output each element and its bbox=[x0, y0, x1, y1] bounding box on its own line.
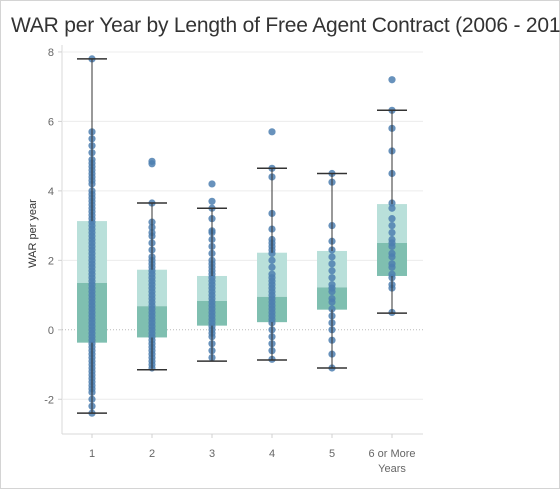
y-tick-label: -2 bbox=[44, 394, 54, 406]
data-point bbox=[328, 298, 336, 306]
data-point bbox=[328, 287, 336, 296]
data-point bbox=[388, 228, 396, 237]
data-point bbox=[388, 253, 396, 261]
data-point bbox=[328, 274, 336, 282]
data-point bbox=[388, 76, 396, 84]
data-point bbox=[328, 260, 336, 268]
data-point bbox=[268, 128, 276, 136]
data-point bbox=[208, 180, 216, 188]
data-point bbox=[148, 160, 156, 168]
data-point bbox=[268, 263, 276, 271]
y-tick-label: 2 bbox=[48, 255, 54, 267]
y-tick-label: 8 bbox=[48, 47, 54, 59]
data-point bbox=[208, 197, 216, 205]
data-point bbox=[328, 305, 336, 313]
x-tick-label: 2 bbox=[149, 448, 155, 460]
data-point bbox=[268, 256, 276, 264]
data-point bbox=[328, 267, 336, 275]
x-tick-label: 5 bbox=[329, 448, 335, 460]
x-tick-label: 3 bbox=[209, 448, 215, 460]
data-point bbox=[268, 249, 276, 257]
y-tick-label: 6 bbox=[48, 116, 54, 128]
x-tick-label: 4 bbox=[269, 448, 275, 460]
data-point bbox=[388, 242, 396, 251]
chart-title: WAR per Year by Length of Free Agent Con… bbox=[11, 14, 560, 37]
data-point bbox=[388, 263, 396, 271]
x-tick-label: 6 or More bbox=[368, 448, 415, 460]
x-tick-label: 1 bbox=[89, 448, 95, 460]
data-point bbox=[388, 222, 396, 230]
y-tick-label: 4 bbox=[48, 186, 54, 198]
y-tick-label: 0 bbox=[48, 325, 54, 337]
x-tick-label: Years bbox=[378, 463, 406, 475]
data-point bbox=[388, 215, 396, 223]
data-point bbox=[388, 204, 396, 212]
data-point bbox=[328, 253, 336, 261]
y-axis-label: WAR per year bbox=[27, 199, 39, 268]
